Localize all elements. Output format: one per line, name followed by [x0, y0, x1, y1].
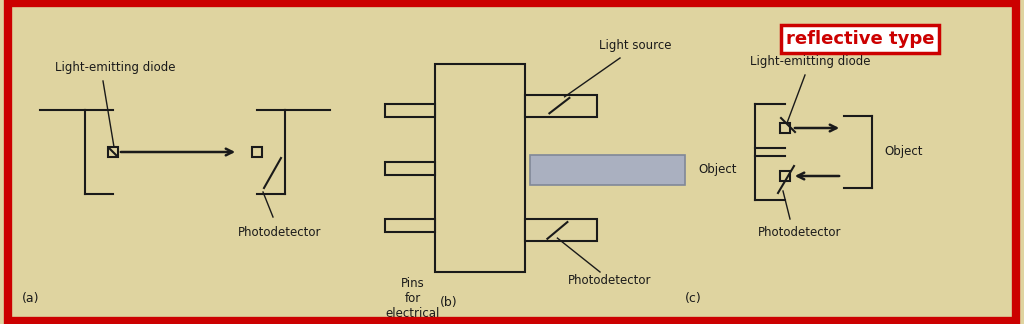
Text: Photodetector: Photodetector — [568, 274, 651, 287]
Bar — [525, 95, 597, 117]
Bar — [108, 147, 118, 157]
Text: Photodetector: Photodetector — [239, 226, 322, 238]
Text: (c): (c) — [685, 292, 701, 305]
Bar — [525, 219, 597, 241]
Bar — [385, 104, 435, 117]
Text: Photodetector: Photodetector — [758, 226, 842, 238]
Text: Pins
for
electrical
connection: Pins for electrical connection — [381, 277, 445, 324]
Bar — [385, 219, 435, 232]
Text: Light-emitting diode: Light-emitting diode — [54, 62, 175, 75]
Bar — [252, 147, 262, 157]
Text: Object: Object — [884, 145, 923, 158]
Bar — [780, 123, 790, 133]
Text: Light source: Light source — [599, 40, 672, 52]
Text: (b): (b) — [440, 296, 458, 309]
Text: (a): (a) — [22, 292, 40, 305]
Bar — [530, 155, 685, 185]
Text: reflective type: reflective type — [785, 30, 934, 48]
Bar — [385, 161, 435, 175]
Text: Light-emitting diode: Light-emitting diode — [750, 55, 870, 68]
Bar — [435, 64, 525, 272]
Bar — [780, 171, 790, 181]
Text: Object: Object — [698, 163, 736, 176]
